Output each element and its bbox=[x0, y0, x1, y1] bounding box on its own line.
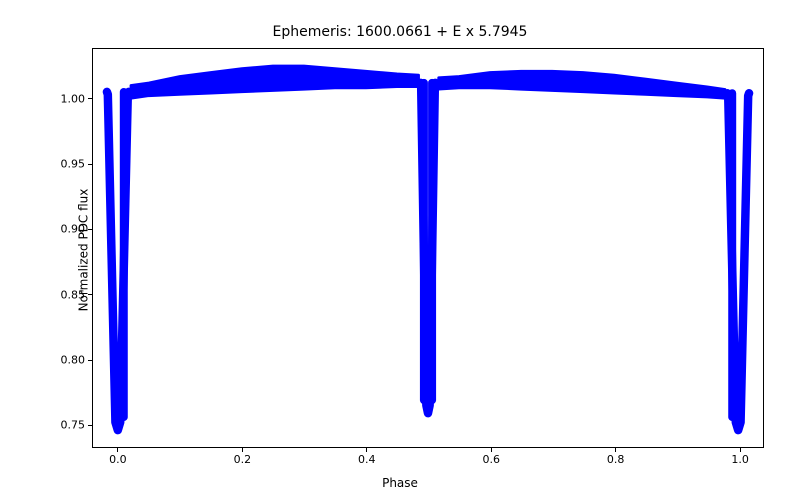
y-tick-label: 0.75 bbox=[61, 419, 86, 432]
plot-area: 0.750.800.850.900.951.000.00.20.40.60.81… bbox=[92, 48, 764, 448]
chart-title: Ephemeris: 1600.0661 + E x 5.7945 bbox=[0, 24, 800, 40]
y-tick-label: 0.80 bbox=[61, 354, 86, 367]
y-tick-label: 0.85 bbox=[61, 288, 86, 301]
y-tick bbox=[88, 294, 93, 295]
light-curve-series bbox=[93, 49, 763, 447]
y-tick-label: 1.00 bbox=[61, 92, 86, 105]
x-tick-label: 0.2 bbox=[234, 453, 252, 466]
y-tick bbox=[88, 229, 93, 230]
y-tick-label: 0.95 bbox=[61, 158, 86, 171]
y-tick bbox=[88, 164, 93, 165]
y-tick bbox=[88, 425, 93, 426]
x-tick-label: 0.6 bbox=[482, 453, 500, 466]
y-tick bbox=[88, 98, 93, 99]
y-tick-label: 0.90 bbox=[61, 223, 86, 236]
x-tick-label: 0.4 bbox=[358, 453, 376, 466]
x-tick-label: 0.8 bbox=[607, 453, 625, 466]
x-tick bbox=[491, 447, 492, 452]
x-tick-label: 1.0 bbox=[731, 453, 749, 466]
plot-container: 0.750.800.850.900.951.000.00.20.40.60.81… bbox=[92, 48, 764, 448]
x-tick bbox=[740, 447, 741, 452]
y-tick bbox=[88, 360, 93, 361]
x-tick bbox=[242, 447, 243, 452]
x-tick-label: 0.0 bbox=[109, 453, 127, 466]
x-tick bbox=[366, 447, 367, 452]
x-axis-label: Phase bbox=[0, 476, 800, 490]
x-tick bbox=[615, 447, 616, 452]
x-tick bbox=[117, 447, 118, 452]
